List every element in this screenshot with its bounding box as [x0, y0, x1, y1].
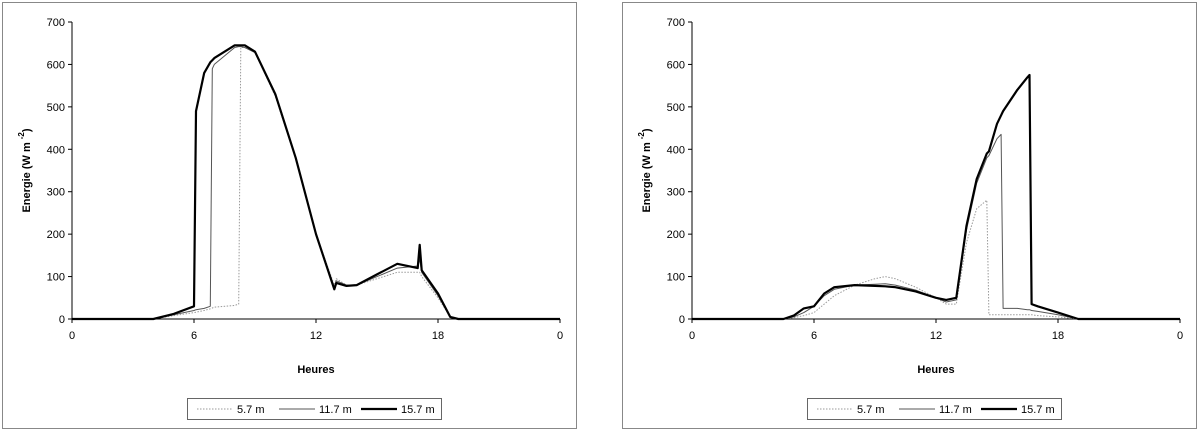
x-tick-label: 12 [930, 330, 942, 342]
y-tick-label: 300 [667, 187, 685, 199]
y-axis-title-superscript: -2 [17, 132, 26, 140]
y-tick-label: 0 [59, 314, 65, 326]
x-tick-label: 12 [310, 330, 322, 342]
y-tick-label: 500 [667, 102, 685, 114]
y-tick-label: 400 [47, 144, 65, 156]
legend-label: 15.7 m [401, 404, 435, 416]
y-tick-label: 0 [679, 314, 685, 326]
x-tick-label: 6 [811, 330, 817, 342]
y-tick-label: 700 [667, 17, 685, 29]
series-line [692, 199, 1180, 320]
y-tick-label: 600 [667, 59, 685, 71]
y-tick-label: 200 [47, 229, 65, 241]
series-line [692, 133, 1180, 320]
legend-label: 5.7 m [857, 404, 885, 416]
series-line [72, 44, 560, 321]
x-axis-title: Heures [917, 364, 954, 376]
y-tick-label: 600 [47, 59, 65, 71]
y-axis-title-end: ) [21, 128, 33, 132]
x-tick-label: 0 [69, 330, 75, 342]
x-tick-label: 6 [191, 330, 197, 342]
y-tick-label: 200 [667, 229, 685, 241]
y-axis-title-end: ) [641, 128, 653, 132]
legend-label: 15.7 m [1021, 404, 1055, 416]
y-axis-title: Energie (W m -2) [637, 128, 653, 212]
y-tick-label: 100 [47, 272, 65, 284]
y-tick-label: 400 [667, 144, 685, 156]
series-line [72, 47, 560, 320]
legend-label: 11.7 m [319, 404, 352, 416]
y-axis-title-text: Energie (W m [641, 142, 653, 213]
x-tick-label: 18 [432, 330, 444, 342]
y-tick-label: 300 [47, 187, 65, 199]
legend-label: 11.7 m [939, 404, 972, 416]
x-tick-label: 0 [689, 330, 695, 342]
x-tick-label: 18 [1052, 330, 1064, 342]
y-tick-label: 700 [47, 17, 65, 29]
y-tick-label: 100 [667, 272, 685, 284]
y-tick-label: 500 [47, 102, 65, 114]
y-axis-title: Energie (W m -2) [17, 128, 33, 212]
panel-frame [2, 2, 577, 429]
x-tick-label: 0 [1177, 330, 1183, 342]
legend-label: 5.7 m [237, 404, 265, 416]
panel-frame [622, 2, 1197, 429]
series-line [72, 46, 560, 320]
series-line [692, 73, 1180, 321]
x-tick-label: 0 [557, 330, 563, 342]
x-axis-title: Heures [297, 364, 334, 376]
y-axis-title-superscript: -2 [637, 132, 646, 140]
y-axis-title-text: Energie (W m [21, 142, 33, 213]
